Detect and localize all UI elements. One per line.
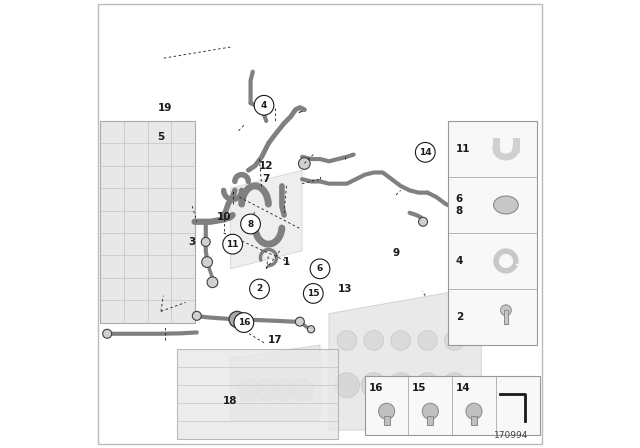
Bar	[177, 349, 338, 439]
Text: 4: 4	[456, 256, 463, 266]
Text: 15: 15	[412, 383, 427, 393]
Circle shape	[334, 373, 360, 398]
Circle shape	[229, 311, 245, 327]
Circle shape	[303, 284, 323, 303]
Text: 1: 1	[283, 257, 290, 267]
Text: 6: 6	[317, 264, 323, 273]
Circle shape	[388, 373, 413, 398]
Circle shape	[207, 277, 218, 288]
Circle shape	[250, 279, 269, 299]
Text: 11: 11	[227, 240, 239, 249]
Circle shape	[296, 317, 305, 326]
Text: 11: 11	[456, 144, 470, 154]
Circle shape	[237, 379, 260, 401]
Circle shape	[103, 329, 112, 338]
Polygon shape	[230, 170, 302, 269]
Polygon shape	[329, 287, 481, 430]
Circle shape	[202, 257, 212, 267]
Bar	[100, 121, 195, 323]
Polygon shape	[230, 345, 320, 421]
Circle shape	[418, 331, 437, 350]
Circle shape	[234, 313, 253, 332]
Circle shape	[391, 331, 410, 350]
Text: 14: 14	[456, 383, 470, 393]
Text: 170994: 170994	[494, 431, 529, 440]
Circle shape	[254, 95, 274, 115]
Circle shape	[419, 217, 428, 226]
Text: 12: 12	[259, 161, 273, 171]
Circle shape	[460, 214, 471, 225]
Text: 8: 8	[248, 220, 253, 228]
Circle shape	[500, 305, 511, 316]
Text: 13: 13	[337, 284, 352, 294]
Text: 14: 14	[419, 148, 431, 157]
Circle shape	[337, 331, 356, 350]
Circle shape	[466, 403, 482, 419]
Circle shape	[255, 379, 278, 401]
Circle shape	[379, 403, 395, 419]
Bar	[471, 416, 477, 425]
Text: 3: 3	[189, 237, 196, 247]
Circle shape	[201, 237, 210, 246]
Bar	[504, 310, 508, 323]
Text: 19: 19	[158, 103, 173, 112]
Text: 5: 5	[157, 132, 164, 142]
Text: 7: 7	[262, 174, 270, 184]
Circle shape	[415, 373, 440, 398]
Text: 2: 2	[456, 312, 463, 322]
Bar	[365, 376, 540, 435]
Circle shape	[241, 214, 260, 234]
Circle shape	[273, 379, 296, 401]
Bar	[448, 121, 538, 345]
Circle shape	[291, 379, 314, 401]
Bar	[427, 416, 433, 425]
Circle shape	[442, 373, 467, 398]
Ellipse shape	[493, 196, 518, 214]
Circle shape	[223, 234, 243, 254]
Circle shape	[298, 158, 310, 169]
Circle shape	[310, 259, 330, 279]
Text: 16: 16	[237, 318, 250, 327]
Circle shape	[415, 142, 435, 162]
Text: 15: 15	[307, 289, 319, 298]
Circle shape	[445, 331, 464, 350]
Text: 9: 9	[392, 248, 400, 258]
Circle shape	[193, 311, 201, 320]
Circle shape	[307, 326, 315, 333]
Bar	[383, 416, 390, 425]
Circle shape	[364, 331, 383, 350]
Circle shape	[361, 373, 387, 398]
Circle shape	[422, 403, 438, 419]
Bar	[463, 213, 513, 280]
Ellipse shape	[463, 213, 513, 280]
Text: 17: 17	[268, 336, 282, 345]
Text: 18: 18	[223, 396, 237, 406]
Text: 2: 2	[257, 284, 262, 293]
Text: 10: 10	[216, 212, 231, 222]
Text: 6
8: 6 8	[456, 194, 463, 216]
Text: 16: 16	[369, 383, 383, 393]
Text: 4: 4	[261, 101, 267, 110]
